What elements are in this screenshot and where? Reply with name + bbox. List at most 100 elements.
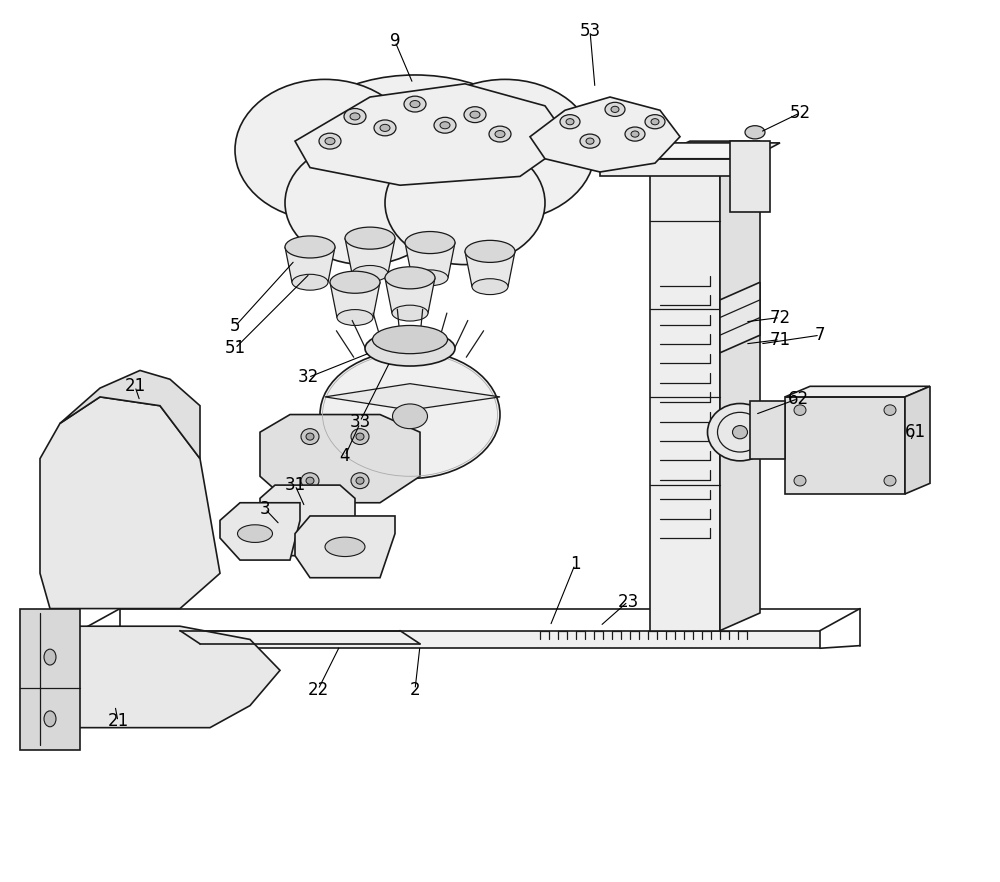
Ellipse shape	[344, 108, 366, 124]
Ellipse shape	[356, 477, 364, 484]
Polygon shape	[325, 384, 500, 410]
Ellipse shape	[44, 649, 56, 665]
Ellipse shape	[631, 131, 639, 137]
Ellipse shape	[405, 232, 455, 254]
Ellipse shape	[238, 525, 272, 542]
Ellipse shape	[285, 236, 335, 258]
Polygon shape	[295, 516, 395, 578]
Polygon shape	[285, 247, 335, 282]
Text: 21: 21	[107, 713, 129, 730]
Polygon shape	[330, 282, 380, 318]
Text: 51: 51	[224, 340, 246, 357]
Ellipse shape	[392, 305, 428, 321]
Polygon shape	[345, 238, 395, 273]
Polygon shape	[260, 485, 355, 556]
Ellipse shape	[745, 126, 765, 139]
Ellipse shape	[404, 96, 426, 112]
Ellipse shape	[292, 274, 328, 290]
Ellipse shape	[410, 101, 420, 108]
Ellipse shape	[440, 122, 450, 129]
Polygon shape	[650, 141, 760, 159]
Ellipse shape	[625, 127, 645, 141]
Text: 53: 53	[579, 22, 601, 40]
Ellipse shape	[464, 107, 486, 123]
Ellipse shape	[412, 270, 448, 286]
Text: 2: 2	[410, 681, 420, 699]
Ellipse shape	[306, 433, 314, 440]
Ellipse shape	[319, 133, 341, 149]
Ellipse shape	[651, 118, 659, 124]
Ellipse shape	[580, 134, 600, 148]
Ellipse shape	[465, 240, 515, 263]
Text: 62: 62	[787, 390, 809, 407]
Ellipse shape	[586, 138, 594, 144]
Polygon shape	[600, 159, 750, 176]
Ellipse shape	[472, 279, 508, 295]
Text: 21: 21	[124, 377, 146, 395]
Bar	[730, 141, 770, 212]
Ellipse shape	[794, 405, 806, 415]
Text: 61: 61	[904, 423, 926, 441]
Polygon shape	[20, 609, 80, 750]
Polygon shape	[720, 141, 760, 631]
Ellipse shape	[320, 350, 500, 478]
Ellipse shape	[330, 272, 380, 293]
Polygon shape	[405, 243, 455, 278]
Ellipse shape	[345, 227, 395, 249]
Ellipse shape	[352, 265, 388, 281]
Ellipse shape	[605, 102, 625, 116]
Text: 52: 52	[789, 104, 811, 122]
Ellipse shape	[560, 115, 580, 129]
Text: 72: 72	[769, 309, 791, 326]
Text: 32: 32	[297, 369, 319, 386]
Ellipse shape	[337, 310, 373, 325]
Ellipse shape	[415, 79, 595, 220]
Polygon shape	[905, 386, 930, 494]
Ellipse shape	[325, 138, 335, 145]
Ellipse shape	[495, 131, 505, 138]
Text: 1: 1	[570, 556, 580, 573]
Polygon shape	[600, 143, 780, 159]
Polygon shape	[80, 631, 820, 648]
Text: 3: 3	[260, 500, 270, 518]
Polygon shape	[40, 397, 220, 609]
Ellipse shape	[645, 115, 665, 129]
Polygon shape	[785, 386, 930, 397]
Ellipse shape	[374, 120, 396, 136]
Ellipse shape	[285, 141, 445, 265]
Ellipse shape	[385, 266, 435, 288]
Ellipse shape	[285, 75, 545, 243]
Ellipse shape	[372, 325, 448, 354]
Polygon shape	[50, 626, 280, 728]
Ellipse shape	[611, 107, 619, 113]
Polygon shape	[530, 97, 680, 172]
Ellipse shape	[884, 475, 896, 486]
Ellipse shape	[350, 113, 360, 120]
Ellipse shape	[380, 124, 390, 131]
Ellipse shape	[351, 473, 369, 489]
Ellipse shape	[356, 433, 364, 440]
Text: 9: 9	[390, 33, 400, 50]
Bar	[785, 397, 905, 494]
Ellipse shape	[44, 711, 56, 727]
Ellipse shape	[351, 429, 369, 445]
Polygon shape	[60, 370, 200, 459]
Ellipse shape	[434, 117, 456, 133]
Polygon shape	[750, 401, 785, 459]
Ellipse shape	[732, 425, 748, 439]
Text: 4: 4	[340, 447, 350, 465]
Polygon shape	[465, 251, 515, 287]
Ellipse shape	[470, 111, 480, 118]
Polygon shape	[720, 282, 760, 353]
Text: 22: 22	[307, 681, 329, 699]
Text: 7: 7	[815, 326, 825, 344]
Polygon shape	[295, 84, 570, 185]
Polygon shape	[220, 503, 300, 560]
Ellipse shape	[708, 404, 772, 460]
Text: 5: 5	[230, 318, 240, 335]
Ellipse shape	[794, 475, 806, 486]
Polygon shape	[260, 415, 420, 503]
Ellipse shape	[235, 79, 415, 220]
Ellipse shape	[325, 537, 365, 557]
Ellipse shape	[392, 404, 428, 429]
